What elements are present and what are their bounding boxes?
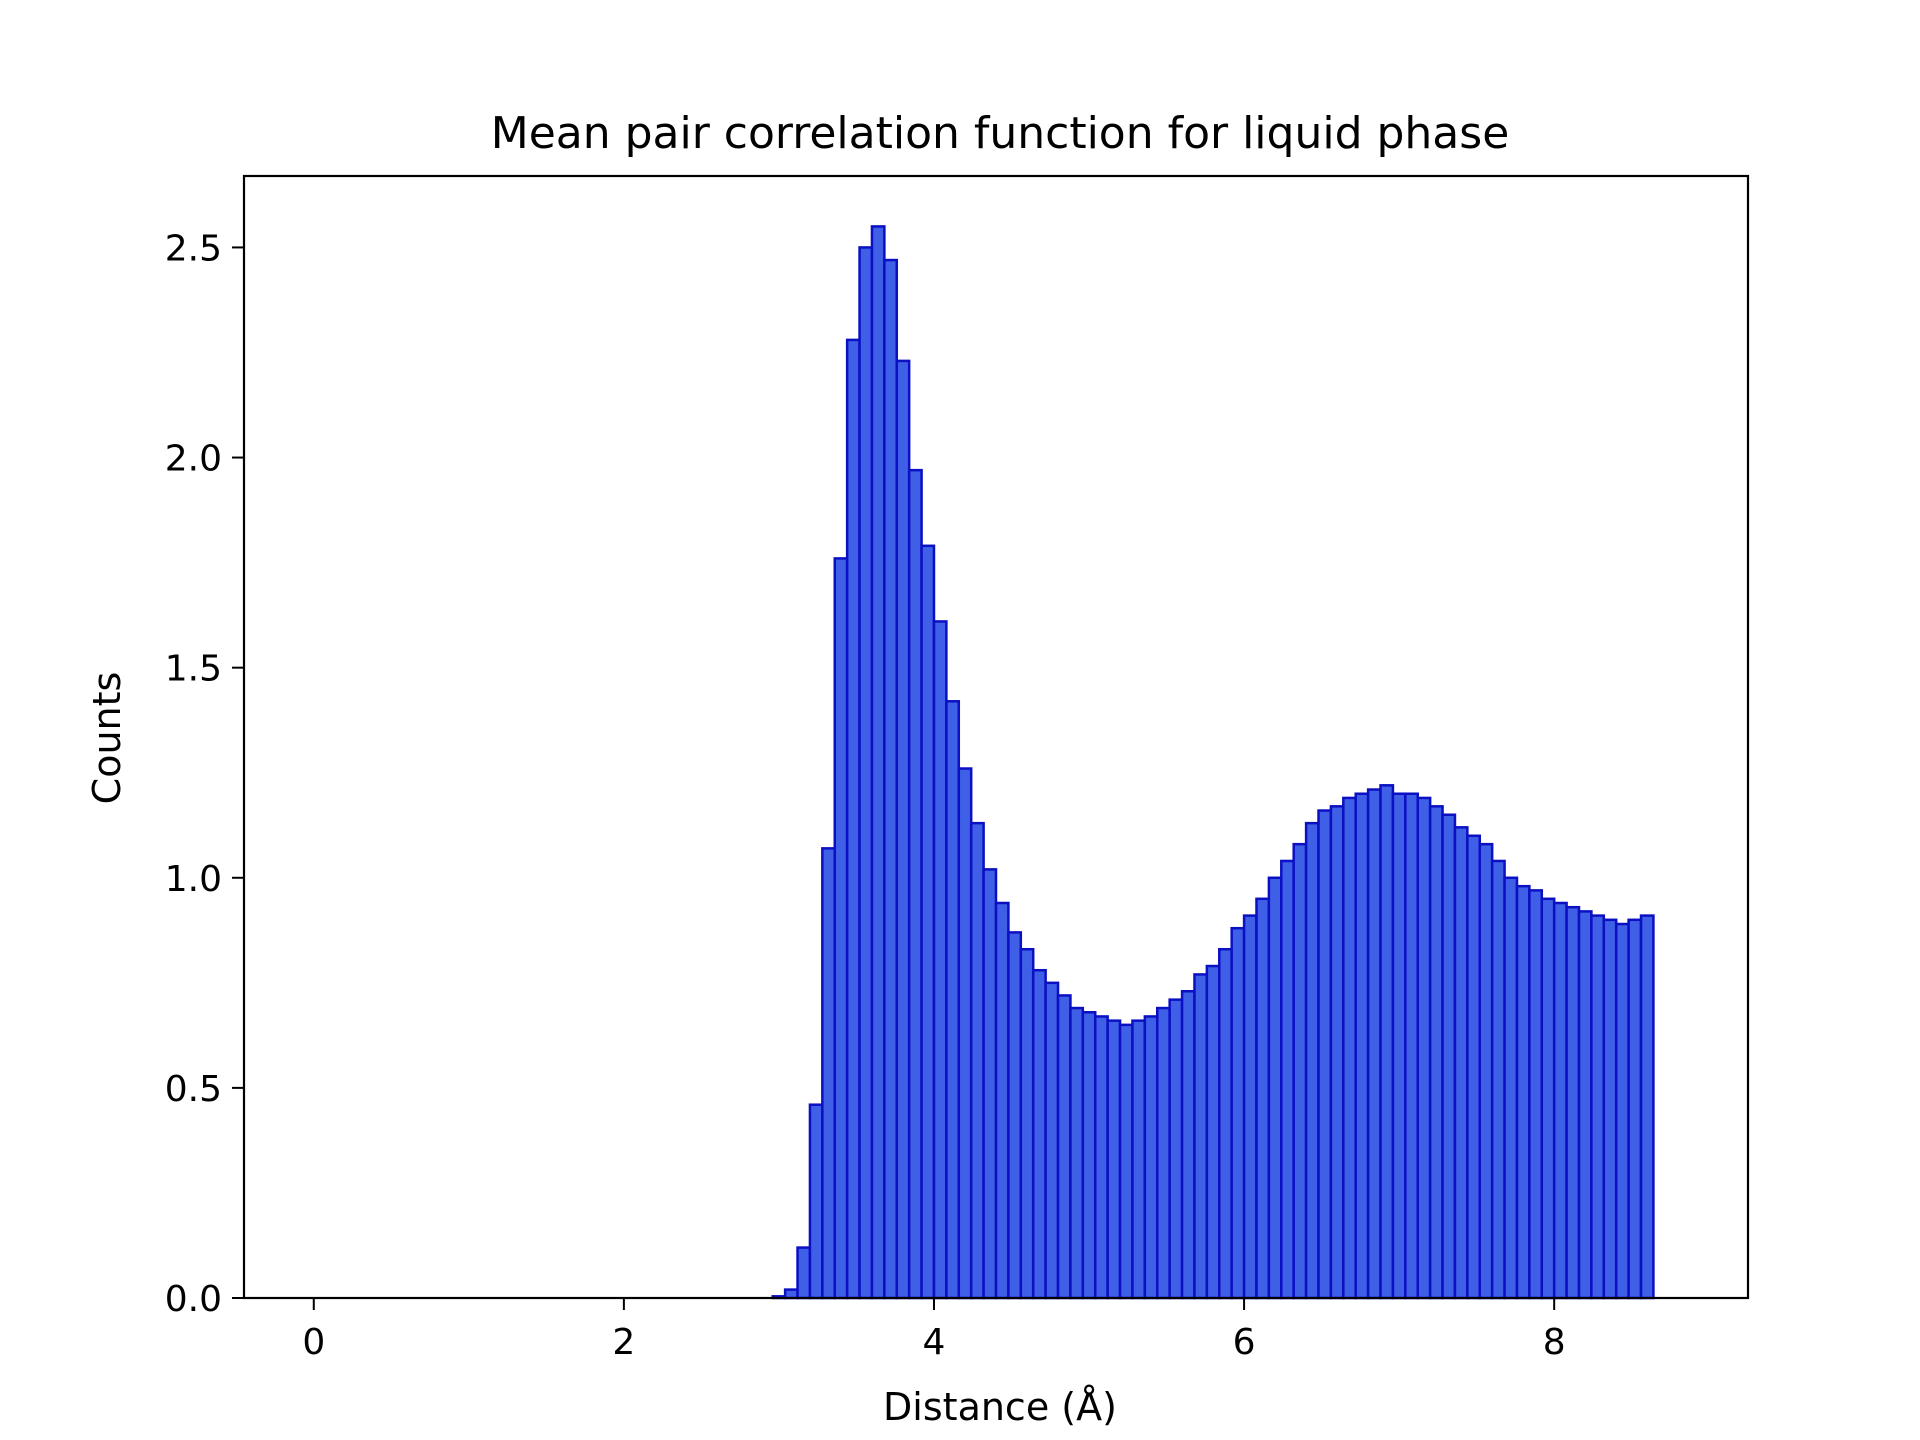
- histogram-bar: [945, 700, 961, 1300]
- histogram-bar: [1131, 1019, 1147, 1300]
- histogram-bar: [1156, 1006, 1171, 1300]
- histogram-bar: [1366, 788, 1382, 1300]
- histogram-bar: [1106, 1019, 1122, 1300]
- histogram-bar: [1428, 805, 1444, 1300]
- histogram-bar: [783, 1288, 799, 1300]
- histogram-bar: [1602, 918, 1618, 1300]
- histogram-bar: [796, 1246, 812, 1300]
- x-axis-label: Distance (Å): [883, 1385, 1117, 1429]
- histogram-bar: [1515, 884, 1531, 1300]
- x-tick-label: 2: [612, 1322, 635, 1363]
- histogram-bar: [1540, 897, 1556, 1300]
- histogram-bar: [1044, 981, 1060, 1300]
- histogram-bar: [1590, 914, 1606, 1300]
- histogram-bar: [1552, 901, 1568, 1300]
- histogram-bar: [1528, 889, 1544, 1300]
- histogram-bar: [858, 246, 874, 1300]
- histogram-bar: [982, 868, 998, 1300]
- histogram-bar: [1218, 947, 1233, 1300]
- histogram-bar: [1404, 792, 1419, 1300]
- histogram-bar: [1466, 834, 1482, 1300]
- histogram-bar: [1255, 897, 1271, 1300]
- plot-frame: [242, 174, 1750, 1300]
- histogram-bar: [1614, 922, 1630, 1300]
- histogram-bar: [808, 1103, 824, 1300]
- histogram-bar: [1490, 859, 1506, 1300]
- y-tick-label: 2.5: [165, 228, 222, 269]
- histogram-bar: [1565, 905, 1581, 1300]
- x-tick-label: 8: [1543, 1322, 1566, 1363]
- histogram-bar: [870, 225, 886, 1300]
- x-tick-label: 0: [302, 1322, 325, 1363]
- histogram-bar: [821, 847, 836, 1300]
- histogram-bar: [1007, 931, 1023, 1300]
- histogram-bar: [883, 258, 899, 1300]
- histogram-bar: [1069, 1006, 1085, 1300]
- histogram-bar: [1230, 926, 1246, 1300]
- y-tick-label: 1.0: [165, 859, 222, 900]
- axes-frame: [242, 174, 1750, 1300]
- histogram-bar: [1304, 821, 1320, 1300]
- histogram-bar: [957, 767, 973, 1300]
- histogram-bar: [1342, 796, 1357, 1300]
- histogram-bar: [1205, 964, 1221, 1300]
- y-tick-label: 2.0: [165, 439, 222, 480]
- histogram-bar: [1441, 813, 1457, 1300]
- histogram-bar: [1081, 1010, 1097, 1300]
- histogram-bar: [1242, 914, 1258, 1300]
- histogram-bar: [1639, 914, 1655, 1300]
- histogram-bar: [1280, 859, 1295, 1300]
- histogram-bar: [1416, 796, 1432, 1300]
- histogram-bar: [1317, 809, 1333, 1300]
- histogram-bar: [1453, 826, 1469, 1300]
- histogram-bar: [1019, 947, 1035, 1300]
- histogram-bar: [1267, 876, 1283, 1300]
- histogram-bar: [1503, 876, 1519, 1300]
- histogram-bar: [1329, 805, 1345, 1300]
- histogram-bar: [969, 821, 985, 1300]
- histogram-bar: [994, 901, 1010, 1300]
- x-tick-label: 4: [923, 1322, 946, 1363]
- y-axis-label: Counts: [85, 672, 129, 805]
- histogram-bar: [932, 620, 948, 1300]
- bar-group: [771, 225, 1655, 1300]
- histogram-bar: [1354, 792, 1370, 1300]
- histogram-bar: [895, 359, 911, 1300]
- histogram-bar: [1478, 842, 1494, 1300]
- histogram-bar: [1627, 918, 1643, 1300]
- x-axis: 0 2 4 6 8: [302, 1298, 1566, 1363]
- histogram-bar: [920, 544, 936, 1300]
- y-tick-label: 0.5: [165, 1069, 222, 1110]
- histogram-bar: [1143, 1015, 1159, 1300]
- chart-title: Mean pair correlation function for liqui…: [491, 108, 1510, 159]
- histogram-bar: [845, 338, 861, 1300]
- histogram-bar: [1292, 842, 1308, 1300]
- histogram-bar: [1168, 998, 1184, 1300]
- histogram-bar: [1118, 1023, 1134, 1300]
- histogram-bar: [1031, 968, 1047, 1300]
- histogram-bar: [1193, 973, 1209, 1300]
- histogram-bar: [907, 468, 923, 1300]
- histogram-bar: [1379, 784, 1395, 1300]
- histogram-bar: [1180, 989, 1196, 1300]
- y-axis: 0.0 0.5 1.0 1.5 2.0 2.5: [165, 228, 244, 1320]
- histogram-bar: [1093, 1015, 1109, 1300]
- histogram-bar: [833, 557, 849, 1300]
- y-tick-label: 0.0: [165, 1279, 222, 1320]
- histogram-bar: [1056, 994, 1072, 1300]
- y-tick-label: 1.5: [165, 649, 222, 690]
- histogram-bar: [1391, 792, 1407, 1300]
- histogram-bar: [1577, 910, 1593, 1300]
- x-tick-label: 6: [1233, 1322, 1256, 1363]
